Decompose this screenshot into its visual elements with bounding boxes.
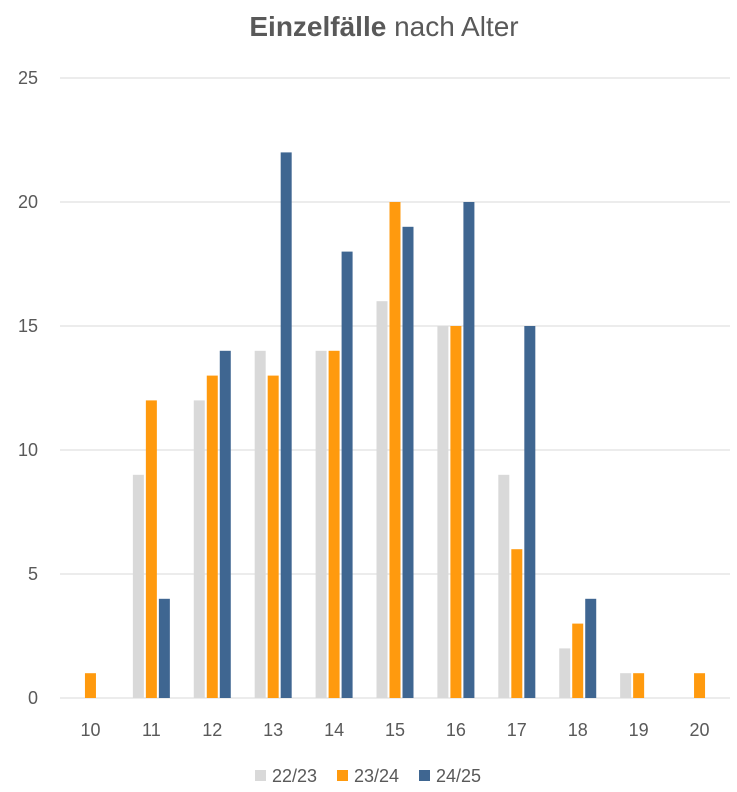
x-tick-label: 16 — [446, 720, 466, 740]
legend-swatch — [337, 770, 348, 781]
bar — [206, 375, 218, 698]
bars — [84, 152, 706, 699]
bar — [572, 623, 584, 698]
bar — [524, 326, 536, 698]
x-tick-label: 11 — [142, 720, 161, 740]
y-tick-label: 25 — [18, 68, 38, 88]
bar — [328, 350, 340, 698]
bar — [267, 375, 279, 698]
bar — [254, 350, 266, 698]
chart-title: Einzelfälle nach Alter — [249, 11, 518, 42]
bar — [132, 474, 144, 698]
bar — [437, 326, 449, 698]
y-tick-label: 0 — [28, 688, 38, 708]
x-tick-label: 15 — [385, 720, 405, 740]
bar — [498, 474, 510, 698]
x-tick-label: 19 — [629, 720, 649, 740]
x-tick-label: 14 — [324, 720, 344, 740]
x-tick-label: 10 — [80, 720, 100, 740]
bar — [341, 251, 353, 698]
x-tick-label: 20 — [690, 720, 710, 740]
bar — [450, 326, 462, 698]
y-tick-label: 5 — [28, 564, 38, 584]
y-tick-label: 20 — [18, 192, 38, 212]
bar — [376, 301, 388, 698]
x-tick-label: 18 — [568, 720, 588, 740]
y-axis-ticks: 0 5 10 15 20 25 — [18, 68, 38, 708]
bar — [280, 152, 292, 698]
y-tick-label: 15 — [18, 316, 38, 336]
bar — [158, 598, 170, 698]
bar — [559, 648, 571, 698]
x-tick-label: 17 — [507, 720, 527, 740]
x-tick-label: 12 — [202, 720, 222, 740]
bar — [84, 673, 96, 698]
legend: 22/23 23/24 24/25 — [255, 766, 481, 786]
legend-label: 22/23 — [272, 766, 317, 786]
legend-label: 23/24 — [354, 766, 399, 786]
y-tick-label: 10 — [18, 440, 38, 460]
bar — [315, 350, 327, 698]
bar — [219, 350, 231, 698]
bar — [633, 673, 645, 698]
legend-swatch — [255, 770, 266, 781]
bar — [620, 673, 632, 698]
bar — [193, 400, 205, 698]
chart-title-bold: Einzelfälle — [249, 11, 386, 42]
bar — [463, 202, 475, 698]
x-tick-label: 13 — [263, 720, 283, 740]
chart-title-rest: nach Alter — [386, 11, 518, 42]
legend-label: 24/25 — [436, 766, 481, 786]
x-axis-ticks: 10 11 12 13 14 15 16 17 18 19 20 — [80, 720, 709, 740]
bar — [511, 549, 523, 698]
bar — [145, 400, 157, 698]
bar — [402, 226, 414, 699]
bar — [694, 673, 706, 698]
bar — [585, 598, 597, 698]
bar — [389, 202, 401, 698]
legend-swatch — [419, 770, 430, 781]
